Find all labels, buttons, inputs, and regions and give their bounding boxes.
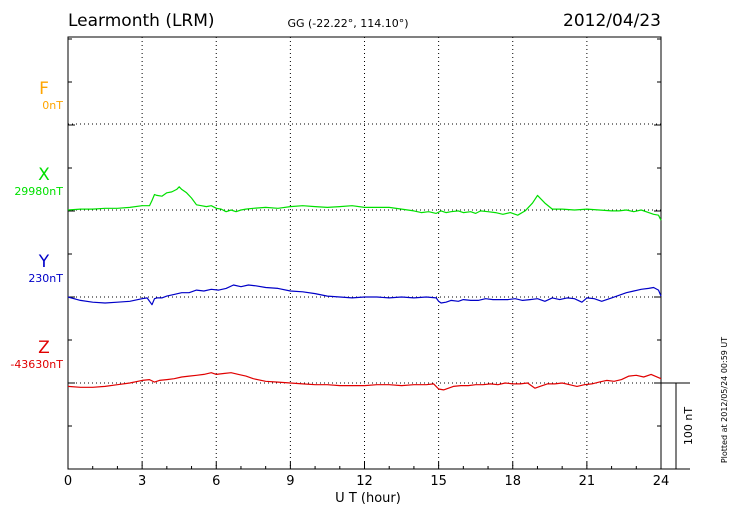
series-name-z: Z	[38, 338, 50, 358]
series-lines	[67, 186, 662, 391]
x-tick-label: 24	[653, 474, 670, 489]
scale-bar-label: 100 nT	[682, 407, 695, 445]
scale-bar: 100 nT	[661, 382, 695, 470]
grid-lines	[68, 37, 661, 469]
x-tick-label: 3	[138, 474, 146, 489]
series-baseline-z: -43630nT	[10, 358, 63, 371]
station-title: Learmonth (LRM)	[68, 11, 215, 31]
x-tick-label: 21	[579, 474, 596, 489]
plotted-note: Plotted at 2012/05/24 00:59 UT	[720, 337, 729, 463]
coords-label: GG (-22.22°, 114.10°)	[287, 17, 408, 30]
series-name-x: X	[38, 165, 50, 185]
axis-ticks	[67, 38, 662, 469]
series-line-y	[67, 284, 662, 306]
series-line-z	[67, 372, 662, 391]
x-tick-label: 9	[286, 474, 294, 489]
x-tick-label: 15	[430, 474, 447, 489]
x-tick-label: 18	[504, 474, 521, 489]
series-line-x	[67, 186, 662, 221]
x-tick-label: 0	[64, 474, 72, 489]
date-label: 2012/04/23	[563, 11, 661, 31]
x-tick-labels: 0 3 6 9 12 15 18 21 24	[64, 474, 669, 489]
x-tick-label: 6	[212, 474, 220, 489]
series-baseline-x: 29980nT	[14, 185, 63, 198]
x-axis-label: U T (hour)	[335, 491, 401, 506]
x-tick-label: 12	[356, 474, 373, 489]
series-name-y: Y	[38, 252, 50, 272]
series-baseline-y: 230nT	[28, 272, 63, 285]
series-baseline-f: 0nT	[42, 99, 63, 112]
series-name-f: F	[39, 79, 49, 99]
